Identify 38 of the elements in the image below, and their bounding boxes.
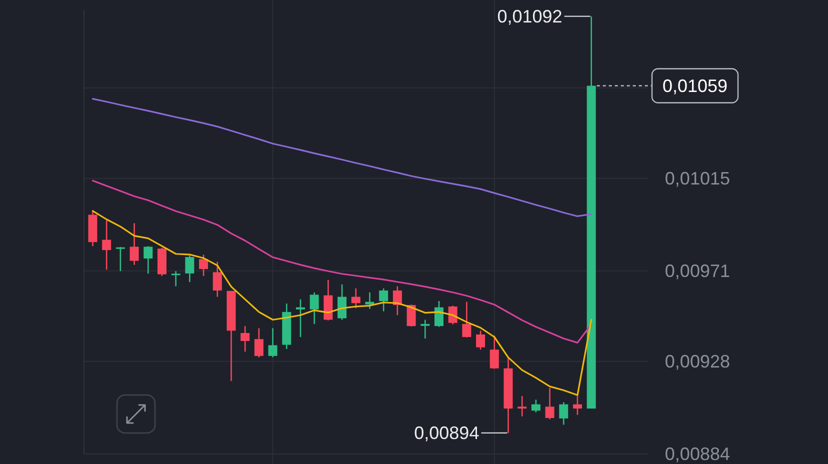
candlestick bbox=[240, 325, 250, 352]
candlestick bbox=[351, 288, 360, 309]
candlestick bbox=[531, 399, 540, 413]
candlestick bbox=[448, 305, 458, 326]
y-tick-label: 0,00971 bbox=[664, 260, 730, 281]
candlestick bbox=[144, 245, 153, 274]
annotation: 0,00894 bbox=[414, 422, 480, 443]
annotation: 0,01092 bbox=[497, 6, 562, 26]
candlestick bbox=[130, 222, 139, 266]
y-tick-label: 0,00928 bbox=[664, 351, 730, 372]
line-series bbox=[92, 210, 592, 396]
candlestick bbox=[545, 387, 554, 420]
candlestick bbox=[365, 292, 374, 310]
candlestick bbox=[199, 254, 208, 277]
candlestick bbox=[338, 284, 347, 320]
candlestick bbox=[518, 395, 527, 417]
line-series bbox=[92, 180, 592, 344]
candlestick bbox=[254, 328, 264, 358]
ref-line-label: 0,01059 bbox=[662, 76, 728, 96]
candlestick bbox=[406, 304, 416, 328]
y-tick-label: 0,00884 bbox=[664, 444, 730, 464]
candlestick bbox=[379, 288, 388, 312]
line-series bbox=[92, 98, 592, 218]
candlestick bbox=[171, 270, 180, 287]
candlestick bbox=[572, 395, 582, 416]
candlestick bbox=[310, 292, 319, 325]
candlestick bbox=[268, 328, 278, 358]
candlestick bbox=[212, 261, 222, 298]
candlestick bbox=[102, 220, 112, 270]
candlestick bbox=[185, 254, 194, 283]
candlestick bbox=[462, 301, 472, 338]
candlestick bbox=[559, 402, 568, 426]
candlestick bbox=[420, 319, 430, 340]
candlestick bbox=[476, 330, 486, 350]
candlestick bbox=[490, 334, 499, 370]
y-tick-label: 0,01015 bbox=[664, 168, 730, 188]
candlestick bbox=[116, 246, 125, 272]
candlestick bbox=[296, 298, 305, 338]
